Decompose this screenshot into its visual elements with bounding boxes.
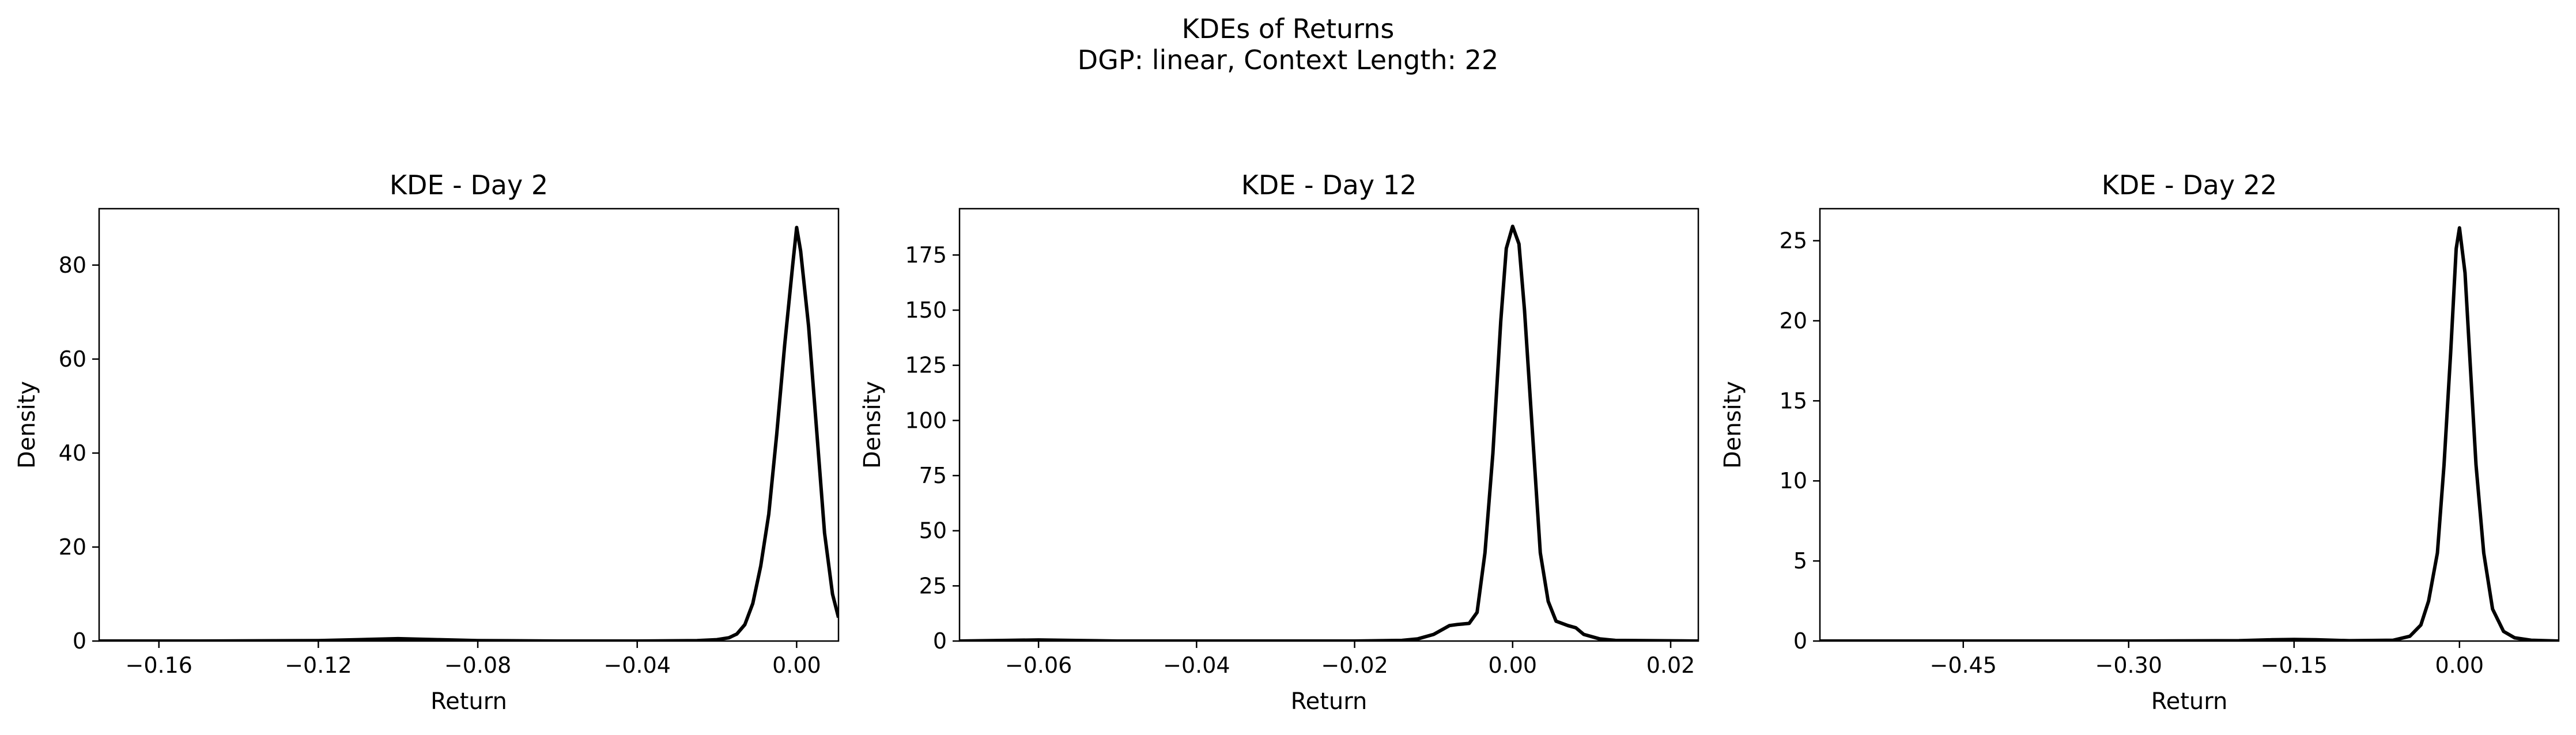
x-axis-label: Return bbox=[1291, 688, 1368, 715]
y-axis-label: Density bbox=[14, 381, 40, 469]
y-tick-label: 40 bbox=[59, 440, 86, 466]
y-tick-label: 60 bbox=[59, 346, 86, 372]
x-tick-label: −0.06 bbox=[1005, 653, 1072, 678]
subplot-2: −0.06 −0.04 −0.02 0.00 0.02 0 25 50 75 100 125 150 1… bbox=[859, 169, 1699, 715]
y-axis-label: Density bbox=[859, 381, 886, 469]
x-axis-label: Return bbox=[430, 688, 507, 715]
x-tick-label: 0.00 bbox=[772, 653, 821, 678]
kde-line-1 bbox=[99, 225, 838, 641]
y-tick-label: 100 bbox=[905, 408, 947, 433]
x-axis-label: Return bbox=[2151, 688, 2228, 715]
x-tick-label: −0.02 bbox=[1321, 653, 1388, 678]
axes-frame bbox=[958, 208, 1699, 642]
y-tick-label: 50 bbox=[919, 518, 947, 544]
subplot-3: −0.45 −0.30 −0.15 0.00 0 5 10 15 20 25 KDE - Day 2… bbox=[1720, 169, 2560, 715]
y-tick-label: 20 bbox=[59, 534, 86, 560]
y-tick-label: 25 bbox=[1780, 228, 1807, 254]
x-tick-label: −0.12 bbox=[285, 653, 352, 678]
y-tick-label: 150 bbox=[905, 297, 947, 323]
x-tick-label: −0.08 bbox=[444, 653, 511, 678]
subplot-1: −0.16 −0.12 −0.08 −0.04 0.00 0 20 40 60 80 KDE - D… bbox=[14, 169, 840, 715]
axes-frame bbox=[1819, 208, 2560, 642]
subplot-title: KDE - Day 12 bbox=[1241, 169, 1417, 201]
y-tick-label: 25 bbox=[919, 573, 947, 598]
x-tick-label: −0.15 bbox=[2261, 653, 2328, 678]
x-tick-label: −0.30 bbox=[2095, 653, 2162, 678]
x-tick-label: −0.45 bbox=[1930, 653, 1997, 678]
y-tick-label: 0 bbox=[933, 628, 947, 654]
subplot-title: KDE - Day 2 bbox=[390, 169, 548, 201]
y-tick-label: 5 bbox=[1793, 548, 1807, 574]
y-tick-label: 0 bbox=[1793, 628, 1807, 654]
y-tick-label: 80 bbox=[59, 252, 86, 278]
figure-title: KDEs of Returns bbox=[1181, 13, 1395, 44]
x-tick-label: −0.04 bbox=[603, 653, 670, 678]
figure-subtitle: DGP: linear, Context Length: 22 bbox=[1077, 44, 1499, 76]
x-tick-label: 0.00 bbox=[1488, 653, 1537, 678]
subplot-title: KDE - Day 22 bbox=[2102, 169, 2277, 201]
y-tick-label: 75 bbox=[919, 463, 947, 488]
y-tick-label: 20 bbox=[1780, 308, 1807, 333]
y-tick-label: 175 bbox=[905, 242, 947, 267]
y-axis-label: Density bbox=[1720, 381, 1746, 469]
x-tick-label: −0.04 bbox=[1163, 653, 1230, 678]
x-tick-label: 0.02 bbox=[1646, 653, 1695, 678]
y-tick-label: 0 bbox=[73, 628, 86, 654]
kde-line-1 bbox=[960, 224, 1698, 641]
x-tick-label: 0.00 bbox=[2435, 653, 2484, 678]
y-tick-label: 15 bbox=[1780, 388, 1807, 413]
y-tick-label: 10 bbox=[1780, 468, 1807, 493]
kde-line-1 bbox=[1820, 226, 2559, 641]
y-tick-label: 125 bbox=[905, 353, 947, 378]
x-tick-label: −0.16 bbox=[126, 653, 192, 678]
axes-frame bbox=[98, 208, 840, 642]
